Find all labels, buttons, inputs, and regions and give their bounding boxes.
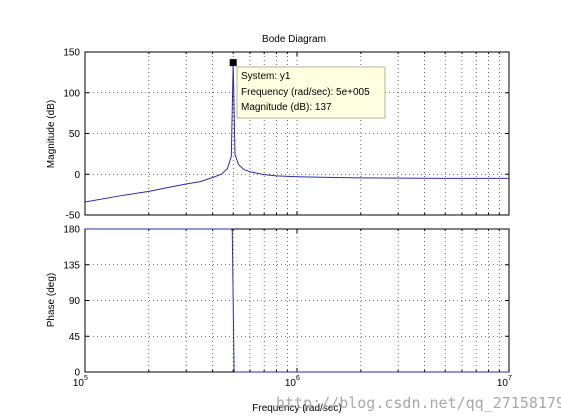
phase-y-tick-label: 45	[69, 332, 81, 343]
datatip-box	[236, 66, 386, 119]
phase-x-tick-label: 10	[285, 378, 297, 389]
phase-x-tick-label: 10	[497, 378, 509, 389]
phase-x-tick-exponent: 5	[84, 375, 88, 382]
phase-y-tick-label: 90	[69, 296, 81, 307]
magnitude-series-line	[84, 62, 509, 203]
phase-y-tick-label: 135	[63, 260, 80, 271]
magnitude-y-tick-label: 100	[63, 88, 80, 99]
watermark-text: http://blog.csdn.net/qq_27158179	[276, 394, 561, 412]
datatip-line-frequency: Frequency (rad/sec): 5e+005	[241, 87, 370, 98]
phase-x-tick-exponent: 6	[296, 375, 300, 382]
phase-series-line	[85, 228, 509, 373]
datatip-line-magnitude: Magnitude (dB): 137	[241, 102, 332, 113]
phase-x-tick-exponent: 7	[508, 375, 512, 382]
magnitude-y-ticks: 150 100 50 0 -50	[63, 48, 509, 222]
phase-y-tick-label: 180	[63, 225, 80, 236]
datatip-line-system: System: y1	[241, 71, 291, 82]
magnitude-ylabel: Magnitude (dB)	[46, 100, 57, 168]
phase-ylabel: Phase (deg)	[46, 273, 57, 327]
magnitude-y-tick-label: 150	[63, 48, 80, 59]
chart-title: Bode Diagram	[262, 34, 326, 45]
magnitude-y-tick-label: 50	[69, 129, 81, 140]
magnitude-axes: 150 100 50 0 -50 System: y1 Frequency (rad/s…	[63, 48, 510, 222]
phase-grid	[85, 229, 509, 372]
magnitude-datatip[interactable]: System: y1 Frequency (rad/sec): 5e+005 M…	[229, 59, 386, 119]
phase-y-tick-label: 0	[74, 368, 80, 379]
magnitude-y-tick-label: -50	[66, 211, 81, 222]
phase-x-ticks: 10 5 10 6 10 7	[73, 229, 512, 389]
magnitude-y-tick-label: 0	[74, 170, 80, 181]
datatip-marker[interactable]	[229, 59, 237, 67]
magnitude-x-ticks	[84, 52, 500, 215]
frequency-xlabel: Frequency (rad/sec)	[252, 403, 341, 414]
phase-x-tick-label: 10	[73, 378, 85, 389]
